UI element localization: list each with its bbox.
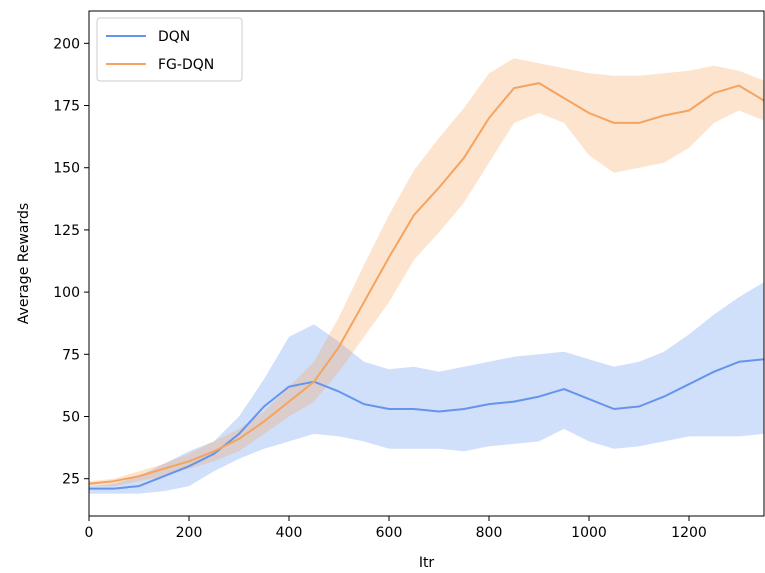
x-axis-ticks: 0 200 400 600 800 1000 1200 [85,516,707,541]
y-tick-label: 25 [62,472,80,488]
x-tick-label: 800 [476,525,503,541]
legend: DQN FG-DQN [96,17,243,82]
confidence-bands [89,58,764,494]
x-axis-label: Itr [419,555,435,571]
y-tick-label: 125 [53,223,80,239]
y-tick-label: 150 [53,161,80,177]
band-fg-dqn [89,58,764,487]
x-tick-label: 600 [376,525,403,541]
y-axis-ticks: 25 50 75 100 125 150 175 200 [53,36,89,488]
series-lines [88,82,765,490]
y-tick-label: 175 [53,99,80,115]
y-axis-label: Average Rewards [16,203,32,324]
line-fg-dqn [88,82,765,485]
x-tick-label: 1200 [671,525,707,541]
legend-label-dqn: DQN [158,29,190,45]
x-tick-label: 1000 [571,525,607,541]
legend-box [96,17,243,82]
legend-label-fg-dqn: FG-DQN [158,57,214,73]
y-tick-label: 100 [53,285,80,301]
x-tick-label: 200 [176,525,203,541]
x-tick-label: 0 [85,525,94,541]
y-tick-label: 200 [53,36,80,52]
band-dqn [89,282,764,494]
x-tick-label: 400 [276,525,303,541]
plot-frame [88,10,765,517]
y-tick-label: 75 [62,347,80,363]
y-tick-label: 50 [62,409,80,425]
line-dqn [89,358,765,490]
